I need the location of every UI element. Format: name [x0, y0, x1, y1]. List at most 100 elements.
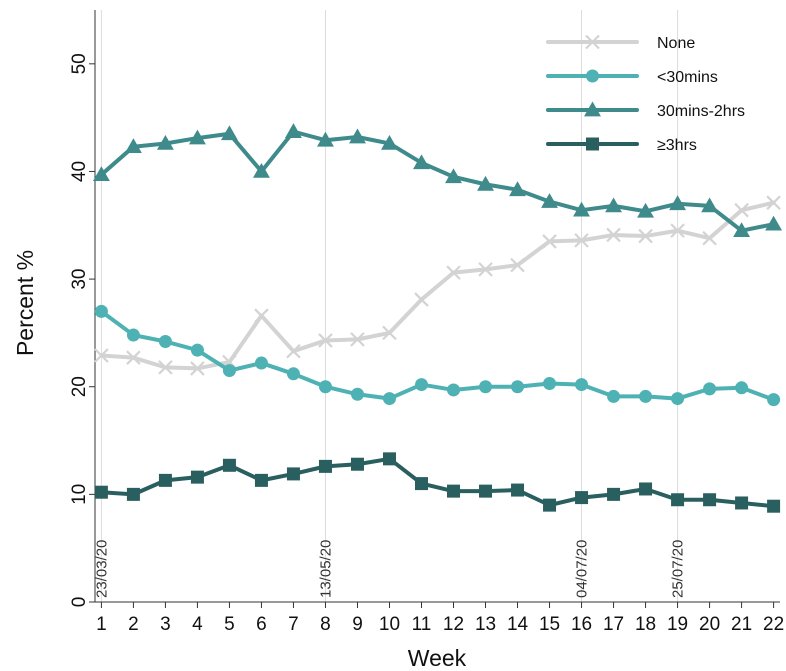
- data-point-triangle: [733, 222, 751, 237]
- data-point-circle: [350, 387, 364, 401]
- x-tick-label: 22: [763, 614, 784, 635]
- data-point-circle: [543, 376, 557, 390]
- data-point-circle: [511, 380, 525, 394]
- data-point-square: [543, 498, 557, 512]
- data-point-triangle: [156, 135, 174, 150]
- data-point-triangle: [573, 201, 590, 217]
- series-x: [94, 195, 781, 376]
- x-tick-label: 1: [96, 614, 107, 635]
- x-tick-label: 3: [160, 614, 171, 635]
- data-point-x: [126, 350, 141, 365]
- data-point-square: [479, 484, 493, 498]
- data-point-circle: [126, 328, 140, 342]
- data-point-triangle: [285, 123, 302, 138]
- x-tick-label: 16: [571, 614, 592, 635]
- data-point-x: [414, 292, 429, 307]
- x-axis-title: Week: [408, 645, 467, 671]
- data-point-circle: [767, 393, 781, 407]
- x-tick-label: 12: [443, 614, 464, 635]
- x-tick-label: 9: [352, 614, 363, 635]
- data-point-triangle: [765, 215, 783, 231]
- data-point-circle: [94, 304, 108, 318]
- x-tick-label: 11: [412, 614, 432, 635]
- data-point-triangle: [188, 129, 206, 145]
- reference-line-label: 23/03/20: [93, 540, 110, 598]
- reference-line-label: 04/07/20: [574, 540, 591, 598]
- x-tick-label: 2: [128, 614, 139, 635]
- data-point-x: [158, 360, 173, 375]
- x-tick-label: 10: [379, 614, 400, 635]
- y-axis-title: Percent %: [12, 250, 38, 356]
- data-point-circle: [607, 389, 621, 403]
- reference-line-label: 25/07/20: [670, 540, 687, 598]
- legend-item: None: [546, 34, 695, 52]
- data-point-triangle: [509, 181, 526, 197]
- series-circle: [94, 304, 781, 407]
- data-point-x: [702, 230, 717, 246]
- data-point-square: [126, 487, 140, 501]
- series-line-square: [99, 456, 776, 509]
- x-tick-label: 20: [699, 614, 720, 635]
- data-point-circle: [735, 381, 749, 395]
- data-point-triangle: [220, 125, 238, 141]
- data-point-square: [735, 496, 749, 510]
- y-tick-label: 10: [69, 484, 90, 505]
- data-point-triangle: [445, 168, 462, 184]
- data-point-x: [478, 262, 493, 277]
- data-point-triangle: [92, 166, 110, 182]
- legend-item: 30mins-2hrs: [546, 101, 745, 120]
- series-triangle: [92, 123, 783, 237]
- data-point-square: [671, 493, 685, 507]
- data-point-x: [350, 332, 365, 347]
- data-point-circle: [671, 392, 685, 406]
- data-point-square: [94, 485, 108, 499]
- data-point-triangle: [669, 195, 687, 211]
- data-point-square: [639, 482, 653, 496]
- x-tick-label: 17: [603, 614, 624, 635]
- legend-marker: [586, 69, 599, 83]
- data-point-x: [638, 228, 653, 244]
- data-point-x: [190, 361, 205, 376]
- x-tick-label: 4: [192, 614, 203, 635]
- data-point-triangle: [124, 138, 142, 154]
- data-point-square: [703, 493, 717, 507]
- data-point-triangle: [701, 197, 719, 213]
- data-point-triangle: [413, 154, 430, 170]
- data-point-triangle: [317, 131, 334, 147]
- x-tick-label: 15: [539, 614, 560, 635]
- series-line-circle: [99, 309, 776, 402]
- x-tick-label: 6: [256, 614, 267, 635]
- x-tick-label: 14: [507, 614, 529, 635]
- data-point-x: [318, 333, 333, 348]
- reference-line-label: 13/05/20: [317, 540, 334, 598]
- legend: None <30mins 30mins-2hrs ≥3hrs: [546, 34, 745, 154]
- x-tick-label: 8: [320, 614, 331, 635]
- data-point-square: [447, 484, 461, 498]
- data-point-x: [94, 348, 109, 363]
- data-point-x: [446, 265, 461, 280]
- data-point-circle: [286, 367, 300, 381]
- y-tick-label: 40: [69, 161, 90, 182]
- x-tick-label: 13: [475, 614, 496, 635]
- data-point-circle: [479, 380, 493, 394]
- legend-label: None: [657, 35, 695, 52]
- legend-item: ≥3hrs: [546, 137, 697, 154]
- data-point-circle: [382, 392, 396, 406]
- y-tick-label: 30: [69, 269, 90, 290]
- data-point-triangle: [477, 175, 494, 191]
- data-point-square: [158, 473, 172, 487]
- data-point-square: [511, 483, 525, 497]
- data-point-triangle: [349, 128, 366, 144]
- reference-lines: 23/03/20 13/05/20 04/07/20 25/07/20: [93, 10, 687, 602]
- data-point-square: [222, 458, 236, 472]
- legend-marker: [586, 137, 599, 151]
- data-point-x: [382, 325, 397, 341]
- data-point-circle: [158, 335, 172, 349]
- data-point-circle: [639, 389, 653, 403]
- data-point-triangle: [541, 193, 558, 208]
- data-point-triangle: [381, 135, 398, 150]
- data-point-square: [607, 487, 621, 501]
- data-point-x: [606, 227, 621, 243]
- data-point-circle: [575, 378, 589, 392]
